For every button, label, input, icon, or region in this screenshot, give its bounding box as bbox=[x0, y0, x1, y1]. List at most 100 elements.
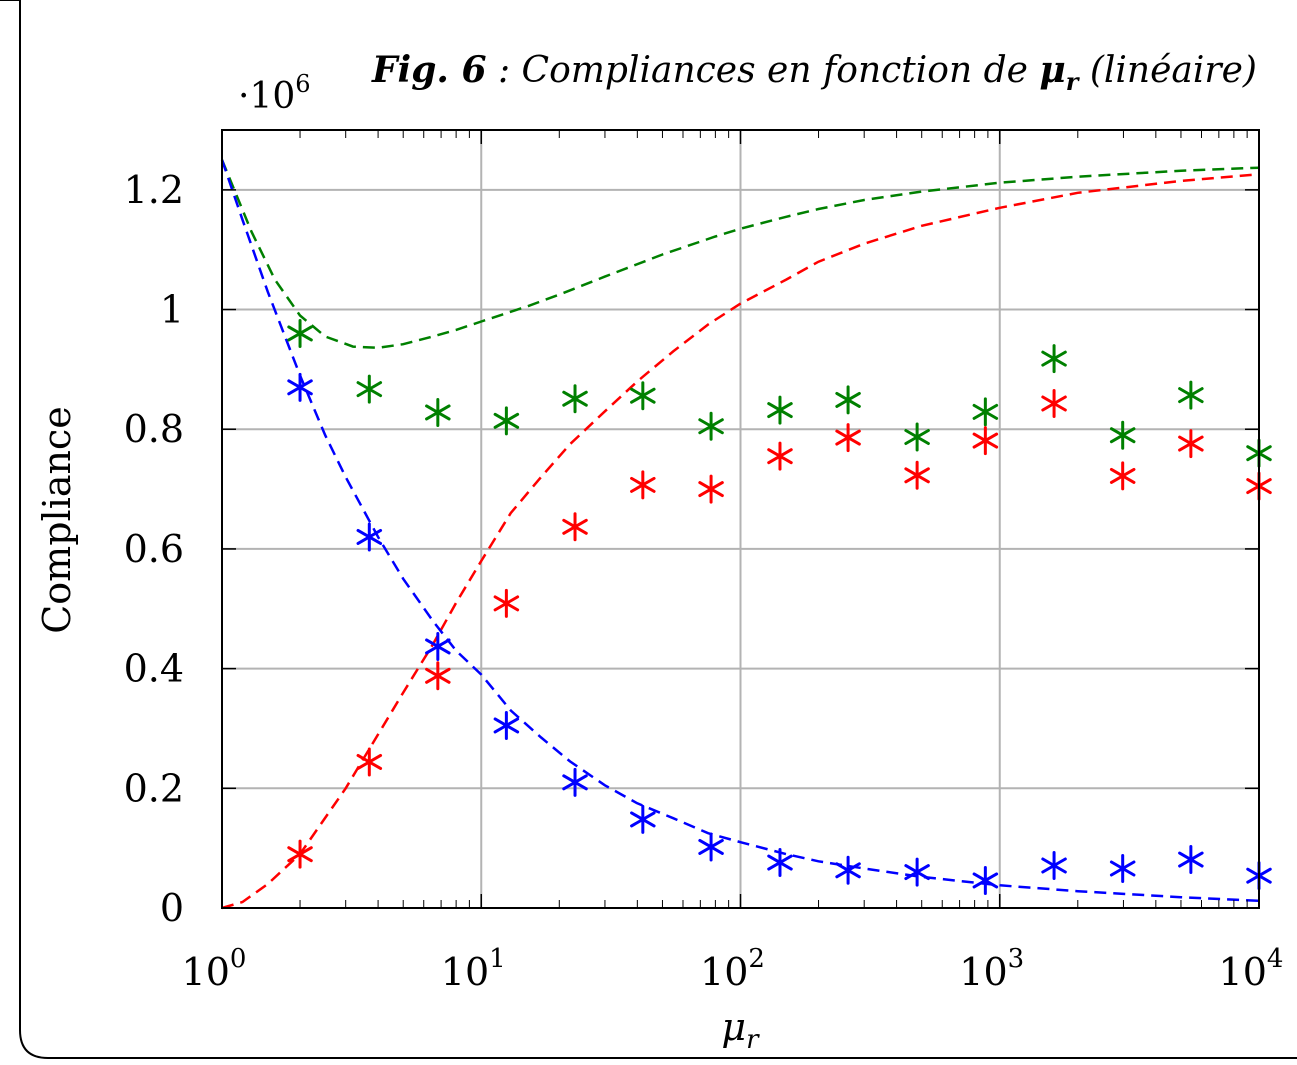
marker-stroke bbox=[835, 862, 861, 879]
x-tick-label-base: 10 bbox=[182, 950, 230, 994]
marker-green bbox=[1178, 380, 1204, 410]
x-tick-label-exp: 4 bbox=[1267, 944, 1284, 974]
marker-red bbox=[904, 460, 930, 490]
marker-stroke bbox=[767, 448, 793, 465]
y-axis-title: Compliance bbox=[35, 406, 79, 634]
marker-stroke bbox=[698, 838, 724, 855]
y-multiplier-exp: 6 bbox=[295, 70, 310, 98]
marker-green bbox=[972, 397, 999, 427]
x-tick-label-exp: 0 bbox=[230, 944, 247, 974]
title-mu-sub: r bbox=[1066, 67, 1081, 96]
marker-green bbox=[425, 397, 451, 427]
marker-stroke bbox=[1178, 387, 1204, 404]
marker-blue bbox=[425, 631, 451, 661]
marker-red bbox=[287, 839, 313, 869]
marker-green bbox=[835, 385, 861, 415]
marker-green bbox=[904, 422, 930, 452]
marker-red bbox=[972, 426, 999, 456]
marker-stroke bbox=[972, 872, 999, 889]
marker-red bbox=[356, 747, 383, 777]
x-tick-label-exp: 1 bbox=[489, 944, 506, 974]
marker-green bbox=[1041, 344, 1067, 374]
marker-stroke bbox=[562, 774, 588, 791]
marker-stroke bbox=[493, 595, 520, 612]
marker-red bbox=[767, 441, 793, 471]
marker-blue bbox=[1109, 854, 1136, 884]
marker-stroke bbox=[356, 528, 383, 545]
marker-blue bbox=[1041, 851, 1067, 881]
marker-red bbox=[562, 512, 588, 542]
x-axis-title: μr bbox=[721, 1005, 760, 1055]
marker-stroke bbox=[562, 390, 588, 407]
marker-red bbox=[1109, 461, 1136, 491]
x-axis-sub: r bbox=[746, 1025, 760, 1055]
marker-blue bbox=[835, 855, 861, 885]
x-tick-label: 102 bbox=[700, 944, 765, 994]
marker-green bbox=[356, 374, 383, 404]
marker-stroke bbox=[904, 429, 930, 446]
curve-layer bbox=[220, 159, 1260, 910]
marker-stroke bbox=[1041, 350, 1067, 367]
chart-title: Fig. 6 : Compliances en fonction de μr (… bbox=[371, 49, 1257, 96]
marker-green bbox=[767, 395, 793, 425]
marker-red bbox=[1178, 429, 1204, 459]
marker-blue bbox=[630, 804, 656, 834]
marker-stroke bbox=[1178, 851, 1204, 868]
marker-blue bbox=[356, 522, 383, 552]
marker-red bbox=[1041, 388, 1067, 418]
marker-green bbox=[562, 384, 588, 414]
marker-red bbox=[698, 474, 724, 504]
marker-red bbox=[493, 588, 520, 618]
marker-stroke bbox=[630, 476, 656, 493]
marker-layer bbox=[287, 318, 1272, 895]
marker-stroke bbox=[630, 811, 656, 828]
marker-stroke bbox=[493, 717, 520, 734]
marker-stroke bbox=[1109, 860, 1136, 877]
marker-stroke bbox=[425, 404, 451, 421]
x-tick-label: 103 bbox=[959, 944, 1024, 994]
marker-red bbox=[425, 661, 451, 691]
x-tick-label-base: 10 bbox=[1219, 950, 1267, 994]
marker-stroke bbox=[904, 864, 930, 881]
x-tick-label: 101 bbox=[441, 944, 506, 994]
marker-green bbox=[1109, 420, 1136, 450]
curve-red bbox=[221, 173, 1260, 910]
x-tick-label-exp: 3 bbox=[1008, 944, 1025, 974]
marker-stroke bbox=[698, 418, 724, 435]
y-multiplier: ·106 bbox=[238, 70, 311, 117]
marker-stroke bbox=[562, 518, 588, 535]
marker-blue bbox=[698, 832, 724, 862]
marker-stroke bbox=[698, 481, 724, 498]
marker-blue bbox=[904, 857, 930, 887]
marker-stroke bbox=[1178, 435, 1204, 452]
x-tick-label: 100 bbox=[182, 944, 247, 994]
x-tick-label-base: 10 bbox=[441, 950, 489, 994]
marker-blue bbox=[1178, 845, 1204, 875]
x-tick-label-base: 10 bbox=[700, 950, 748, 994]
marker-blue bbox=[562, 767, 588, 797]
marker-blue bbox=[767, 848, 793, 878]
marker-green bbox=[630, 381, 656, 411]
marker-stroke bbox=[1109, 427, 1136, 444]
marker-stroke bbox=[972, 432, 999, 449]
marker-blue bbox=[972, 865, 999, 895]
marker-stroke bbox=[1041, 857, 1067, 874]
y-tick-label: 0.4 bbox=[124, 647, 184, 691]
marker-green bbox=[287, 318, 313, 348]
title-mu: μ bbox=[1039, 49, 1065, 91]
marker-red bbox=[835, 423, 861, 453]
marker-stroke bbox=[630, 387, 656, 404]
y-tick-label: 0.8 bbox=[124, 407, 184, 451]
marker-green bbox=[493, 406, 520, 436]
marker-stroke bbox=[972, 403, 999, 420]
marker-stroke bbox=[835, 391, 861, 408]
x-axis-mu: μ bbox=[721, 1005, 746, 1049]
marker-stroke bbox=[904, 467, 930, 484]
x-tick-label-base: 10 bbox=[959, 950, 1007, 994]
marker-stroke bbox=[287, 325, 313, 342]
grid-layer bbox=[222, 130, 1259, 908]
